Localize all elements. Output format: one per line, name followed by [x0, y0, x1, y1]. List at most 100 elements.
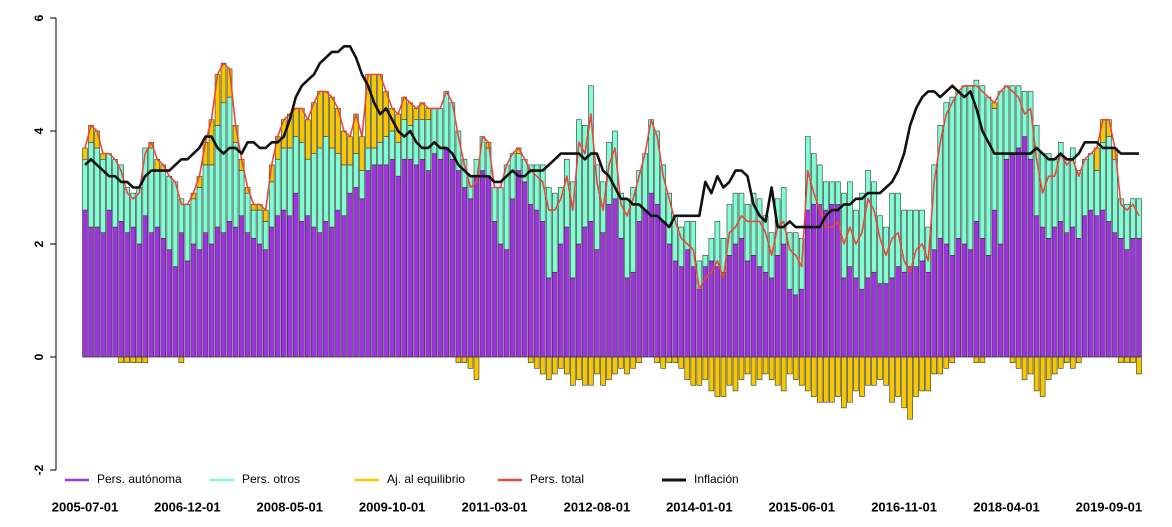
bar [702, 255, 709, 267]
legend-label: Pers. total [530, 472, 584, 486]
bar [780, 187, 787, 245]
bar [311, 153, 317, 228]
bar [780, 356, 787, 392]
bar [94, 147, 100, 228]
bar [708, 260, 715, 358]
bar [274, 215, 281, 358]
bar [798, 288, 805, 358]
bar [630, 356, 636, 369]
bar [600, 356, 606, 386]
bar [539, 356, 546, 375]
x-tick-label: 2008-05-01 [257, 499, 324, 514]
bar [527, 356, 534, 363]
bar [142, 356, 148, 363]
bar [305, 158, 311, 217]
bar [184, 260, 191, 358]
bar [1130, 238, 1136, 358]
bar [570, 277, 576, 358]
bar [732, 243, 739, 358]
bar [268, 226, 275, 358]
bar [521, 181, 528, 358]
bar [112, 226, 118, 358]
bar [702, 356, 709, 380]
bar [166, 175, 173, 250]
bar [1094, 170, 1100, 217]
bar [883, 283, 889, 358]
bar [1063, 158, 1070, 233]
bar [859, 356, 865, 397]
bar [88, 226, 94, 358]
bar [979, 356, 986, 363]
bar [925, 226, 931, 273]
bar [943, 356, 950, 369]
bar [636, 221, 642, 358]
bar [533, 209, 540, 358]
y-tick-label: 4 [32, 127, 46, 134]
bar [142, 215, 148, 358]
bar [497, 187, 504, 245]
bar [124, 356, 130, 363]
bar [419, 158, 426, 358]
bar [106, 153, 112, 211]
bar [859, 192, 865, 290]
bar [823, 209, 829, 358]
bar [118, 164, 124, 222]
bar [136, 187, 142, 245]
bar [341, 164, 347, 217]
legend-label: Pers. autónoma [97, 472, 182, 486]
bar [455, 356, 462, 363]
bar [570, 356, 576, 386]
bar [82, 158, 88, 211]
bar [660, 221, 666, 358]
bar [931, 249, 937, 358]
bar [1003, 85, 1010, 160]
bar [582, 356, 588, 386]
bar [1015, 147, 1022, 358]
bar [419, 119, 426, 160]
bar [985, 96, 992, 256]
bar [636, 356, 642, 363]
bar [527, 164, 534, 205]
bar [1100, 209, 1106, 358]
bar [877, 283, 883, 358]
bar [1027, 356, 1034, 375]
bar [684, 221, 691, 250]
bar [130, 192, 136, 228]
bar [756, 266, 763, 358]
bar [359, 136, 365, 171]
bar [750, 356, 757, 386]
bar [208, 164, 215, 245]
bar [877, 356, 883, 380]
bar [317, 232, 323, 358]
bar [1075, 356, 1082, 363]
bar [714, 356, 721, 397]
bar [1009, 85, 1016, 154]
bar [744, 260, 751, 358]
bar [244, 192, 251, 233]
bar [238, 215, 245, 358]
bar [943, 102, 950, 245]
bar [919, 209, 925, 262]
bar [847, 356, 853, 403]
bar [672, 260, 679, 358]
bar [714, 266, 721, 358]
bar [642, 209, 648, 358]
bar [594, 164, 600, 250]
x-tick-label: 2016-11-01 [871, 499, 937, 514]
x-tick-label: 2018-04-01 [973, 499, 1040, 514]
bar [124, 187, 130, 234]
bar [564, 226, 570, 358]
bar [299, 142, 305, 222]
bar [359, 198, 365, 358]
bar [148, 147, 155, 233]
bar [654, 356, 660, 363]
bar [925, 271, 931, 358]
bar [1027, 158, 1034, 358]
bar [461, 187, 468, 358]
y-tick-label: 0 [32, 353, 46, 360]
bar [804, 356, 811, 392]
bar [756, 198, 763, 267]
bar [190, 198, 197, 245]
bar [154, 226, 161, 358]
